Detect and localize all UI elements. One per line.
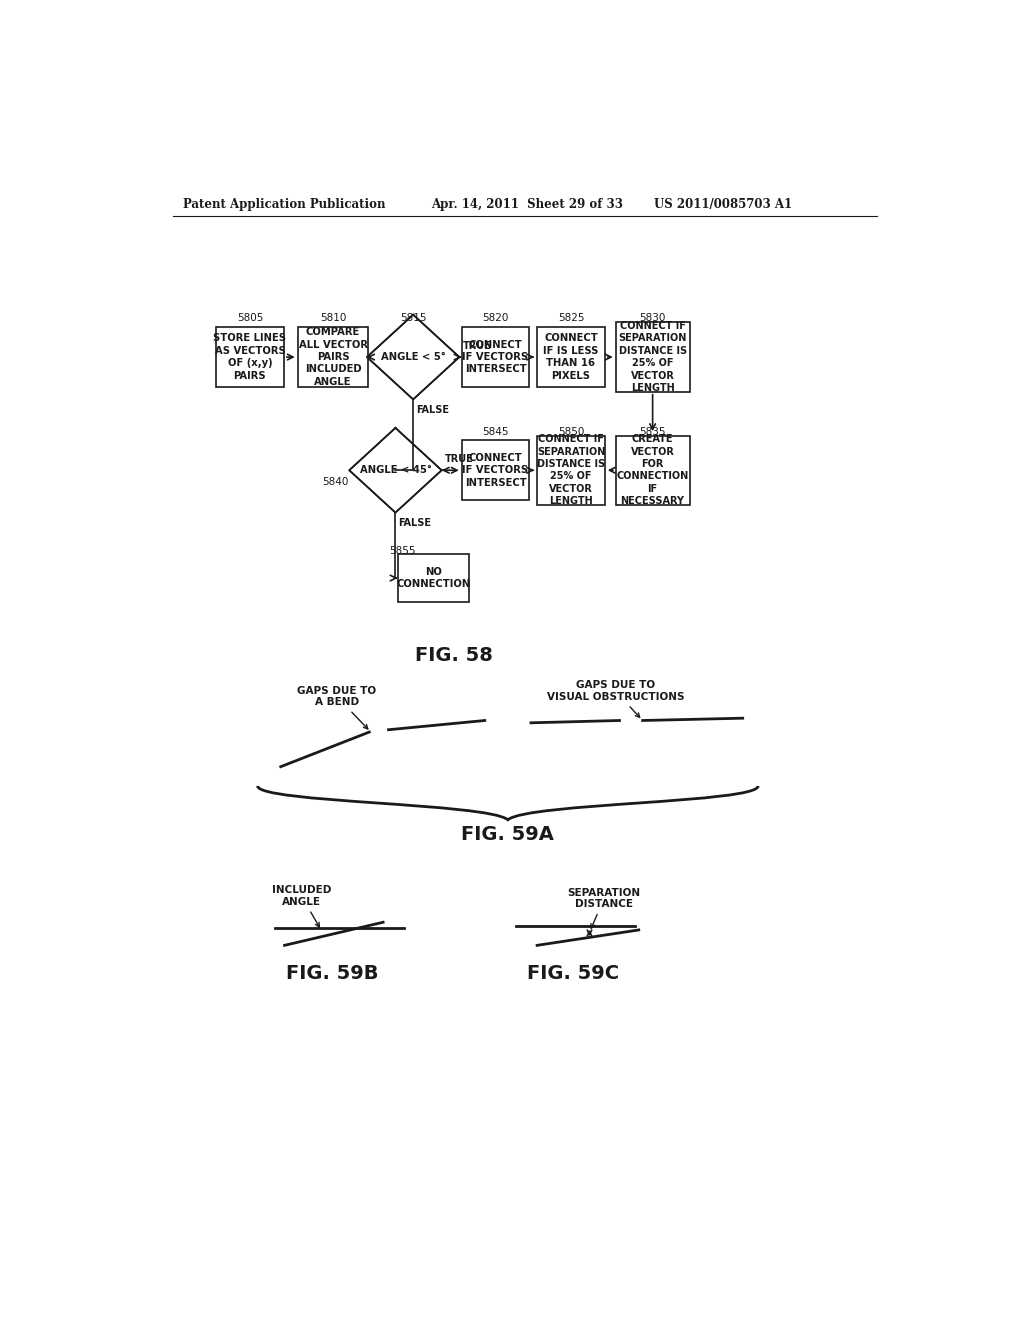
FancyBboxPatch shape <box>615 436 689 506</box>
Text: TRUE: TRUE <box>463 342 492 351</box>
Text: SEPARATION
DISTANCE: SEPARATION DISTANCE <box>567 887 641 928</box>
Text: FIG. 59B: FIG. 59B <box>286 964 379 982</box>
Text: TRUE: TRUE <box>444 454 473 465</box>
FancyBboxPatch shape <box>462 327 529 387</box>
Text: Apr. 14, 2011  Sheet 29 of 33: Apr. 14, 2011 Sheet 29 of 33 <box>431 198 623 211</box>
Text: CONNECT
IF VECTORS
INTERSECT: CONNECT IF VECTORS INTERSECT <box>463 339 528 375</box>
Polygon shape <box>349 428 441 512</box>
Text: NO
CONNECTION: NO CONNECTION <box>396 566 470 589</box>
Text: CREATE
VECTOR
FOR
CONNECTION
IF
NECESSARY: CREATE VECTOR FOR CONNECTION IF NECESSAR… <box>616 434 689 507</box>
Text: US 2011/0085703 A1: US 2011/0085703 A1 <box>654 198 793 211</box>
FancyBboxPatch shape <box>397 554 469 602</box>
Text: CONNECT IF
SEPARATION
DISTANCE IS
25% OF
VECTOR
LENGTH: CONNECT IF SEPARATION DISTANCE IS 25% OF… <box>618 321 687 393</box>
Text: 5850: 5850 <box>558 426 584 437</box>
Text: 5815: 5815 <box>400 313 426 323</box>
Text: GAPS DUE TO
A BEND: GAPS DUE TO A BEND <box>297 686 377 729</box>
Text: FALSE: FALSE <box>416 405 450 416</box>
Text: FALSE: FALSE <box>398 519 431 528</box>
Text: CONNECT
IF IS LESS
THAN 16
PIXELS: CONNECT IF IS LESS THAN 16 PIXELS <box>544 334 599 380</box>
Text: INCLUDED
ANGLE: INCLUDED ANGLE <box>271 886 331 927</box>
Text: 5845: 5845 <box>482 426 509 437</box>
Text: ANGLE < 5°: ANGLE < 5° <box>381 352 445 362</box>
FancyBboxPatch shape <box>216 327 284 387</box>
Text: ANGLE < 45°: ANGLE < 45° <box>359 465 431 475</box>
Text: FIG. 59A: FIG. 59A <box>462 825 554 843</box>
Text: FIG. 58: FIG. 58 <box>415 645 493 664</box>
FancyBboxPatch shape <box>615 322 689 392</box>
Text: COMPARE
ALL VECTOR
PAIRS
INCLUDED
ANGLE: COMPARE ALL VECTOR PAIRS INCLUDED ANGLE <box>299 327 368 387</box>
Text: GAPS DUE TO
VISUAL OBSTRUCTIONS: GAPS DUE TO VISUAL OBSTRUCTIONS <box>547 680 684 717</box>
Text: Patent Application Publication: Patent Application Publication <box>183 198 385 211</box>
Text: 5840: 5840 <box>323 477 348 487</box>
Text: 5830: 5830 <box>639 313 666 323</box>
Text: 5810: 5810 <box>319 313 346 323</box>
Text: 5820: 5820 <box>482 313 509 323</box>
Text: STORE LINES
AS VECTORS
OF (x,y)
PAIRS: STORE LINES AS VECTORS OF (x,y) PAIRS <box>213 334 287 380</box>
Text: 5825: 5825 <box>558 313 585 323</box>
FancyBboxPatch shape <box>538 327 605 387</box>
FancyBboxPatch shape <box>538 436 605 506</box>
FancyBboxPatch shape <box>462 441 529 500</box>
Text: 5835: 5835 <box>639 426 666 437</box>
Text: CONNECT IF
SEPARATION
DISTANCE IS
25% OF
VECTOR
LENGTH: CONNECT IF SEPARATION DISTANCE IS 25% OF… <box>537 434 605 507</box>
FancyBboxPatch shape <box>298 327 369 387</box>
Text: CONNECT
IF VECTORS
INTERSECT: CONNECT IF VECTORS INTERSECT <box>463 453 528 487</box>
Text: 5855: 5855 <box>389 546 416 556</box>
Polygon shape <box>367 314 460 400</box>
Text: 5805: 5805 <box>237 313 263 323</box>
Text: FIG. 59C: FIG. 59C <box>527 964 620 982</box>
